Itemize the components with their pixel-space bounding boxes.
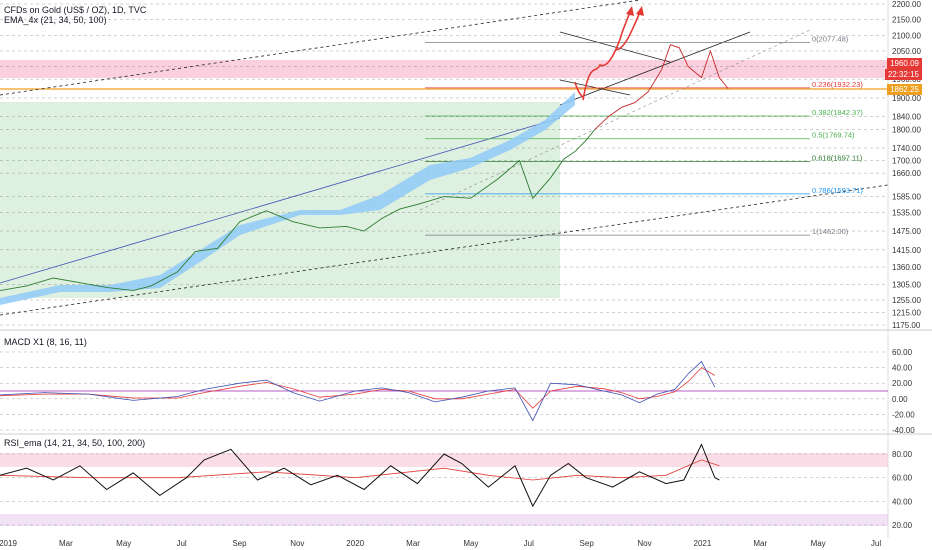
macd-tick-label: 20.00 [892, 379, 913, 388]
price-series-recent [594, 44, 729, 130]
macd-tick-label: 60.00 [892, 348, 913, 357]
time-axis[interactable]: 2019 Mar May Jul Sep Nov 2020 Mar May Jul Sep Nov 20… [0, 539, 881, 548]
price-tick-label: 1360.00 [892, 263, 921, 272]
price-tick-label: 1900.00 [892, 94, 921, 103]
macd-label: MACD X1 (8, 16, 11) [4, 337, 87, 347]
rsi-tick-label: 20.00 [892, 521, 913, 530]
price-tick-label: 2150.00 [892, 16, 921, 25]
price-tick-label: 2050.00 [892, 47, 921, 56]
time-tick-label: 2021 [694, 539, 712, 548]
fib-label: 1(1462.00) [812, 227, 849, 236]
price-tick-label: 1660.00 [892, 169, 921, 178]
price-tick-label: 1305.00 [892, 280, 921, 289]
macd-tick-label: -20.00 [892, 410, 915, 419]
time-tick-label: Jul [176, 539, 186, 548]
price-tick-label: 1585.00 [892, 193, 921, 202]
fib-label: 0.382(1842.37) [812, 108, 863, 117]
time-tick-label: Jul [524, 539, 534, 548]
fib-label: 0.5(1769.74) [812, 131, 855, 140]
rsi-label: RSI_ema (14, 21, 34, 50, 100, 200) [4, 438, 146, 448]
macd-tick-label: 0.00 [892, 395, 908, 404]
rsi-ema-line [0, 459, 720, 481]
time-tick-label: Jul [871, 539, 881, 548]
projection-arrow [574, 11, 631, 101]
price-pane[interactable]: 0(2077.48) 0.236(1932.23) 0.382(1842.37) 0.… [0, 0, 921, 330]
green-zone [0, 102, 560, 298]
price-tick-label: 1840.00 [892, 113, 921, 122]
rsi-tick-label: 80.00 [892, 450, 913, 459]
rsi-axis[interactable]: 80.00 60.00 40.00 20.00 [892, 450, 913, 530]
price-tick-label: 1415.00 [892, 246, 921, 255]
price-tick-label: 1535.00 [892, 208, 921, 217]
price-tick-label: 1700.00 [892, 157, 921, 166]
time-tick-label: May [811, 539, 826, 548]
macd-tick-label: -40.00 [892, 426, 915, 435]
time-tick-label: Mar [753, 539, 767, 548]
fib-label: 0(2077.48) [812, 34, 849, 43]
projection-arrow-2 [614, 11, 641, 51]
rsi-tick-label: 60.00 [892, 474, 913, 483]
fib-label: 0.786(1593.71) [812, 186, 863, 195]
rsi-tick-label: 40.00 [892, 497, 913, 506]
arrow-head-1 [626, 6, 634, 16]
rsi-oversold-band [0, 514, 888, 526]
last-price-tag: 1960.09 [887, 58, 922, 69]
rsi-line [0, 443, 720, 508]
macd-tick-label: 40.00 [892, 364, 913, 373]
price-tick-label: 1215.00 [892, 308, 921, 317]
price-series [0, 129, 596, 292]
fib-levels: 0(2077.48) 0.236(1932.23) 0.382(1842.37) 0.… [425, 34, 863, 236]
price-tick-label: 1255.00 [892, 296, 921, 305]
macd-axis[interactable]: 60.00 40.00 20.00 0.00 -20.00 -40.00 [892, 348, 915, 435]
price-axis[interactable]: 2200.002150.002100.002050.002000.001960.… [892, 0, 921, 330]
time-tick-label: Mar [59, 539, 73, 548]
price-tick-label: 1175.00 [892, 321, 921, 330]
time-tick-label: 2020 [346, 539, 364, 548]
indicator-label: EMA_4x (21, 34, 50, 100) [4, 15, 107, 25]
support-price-tag: 1862.25 [887, 84, 922, 95]
time-tick-label: Nov [290, 539, 304, 548]
price-tick-label: 1475.00 [892, 227, 921, 236]
rsi-pane[interactable]: 80.00 60.00 40.00 20.00 [0, 443, 913, 531]
trendlines [0, 0, 889, 316]
macd-signal-line [0, 367, 716, 409]
macd-line [0, 360, 716, 422]
price-tick-label: 1800.00 [892, 125, 921, 134]
rsi-overbought-band [0, 453, 888, 467]
price-tick-label: 2100.00 [892, 31, 921, 40]
time-tick-label: Mar [406, 539, 420, 548]
time-tick-label: May [116, 539, 131, 548]
fib-label: 0.618(1697.11) [812, 153, 863, 162]
time-tick-label: May [463, 539, 478, 548]
price-tick-label: 1740.00 [892, 144, 921, 153]
time-tick-label: Sep [580, 539, 595, 548]
arrow-head-2 [636, 6, 644, 16]
time-tick-label: Nov [637, 539, 651, 548]
price-tick-label: 2200.00 [892, 0, 921, 9]
macd-pane[interactable]: 60.00 40.00 20.00 0.00 -20.00 -40.00 [0, 348, 915, 435]
countdown-tag: 22:32:15 [884, 69, 922, 80]
fib-label: 0.236(1932.23) [812, 80, 863, 89]
time-tick-label: Sep [232, 539, 247, 548]
time-tick-label: 2019 [0, 539, 17, 548]
chart-title: CFDs on Gold (US$ / OZ), 1D, TVC [4, 5, 147, 15]
